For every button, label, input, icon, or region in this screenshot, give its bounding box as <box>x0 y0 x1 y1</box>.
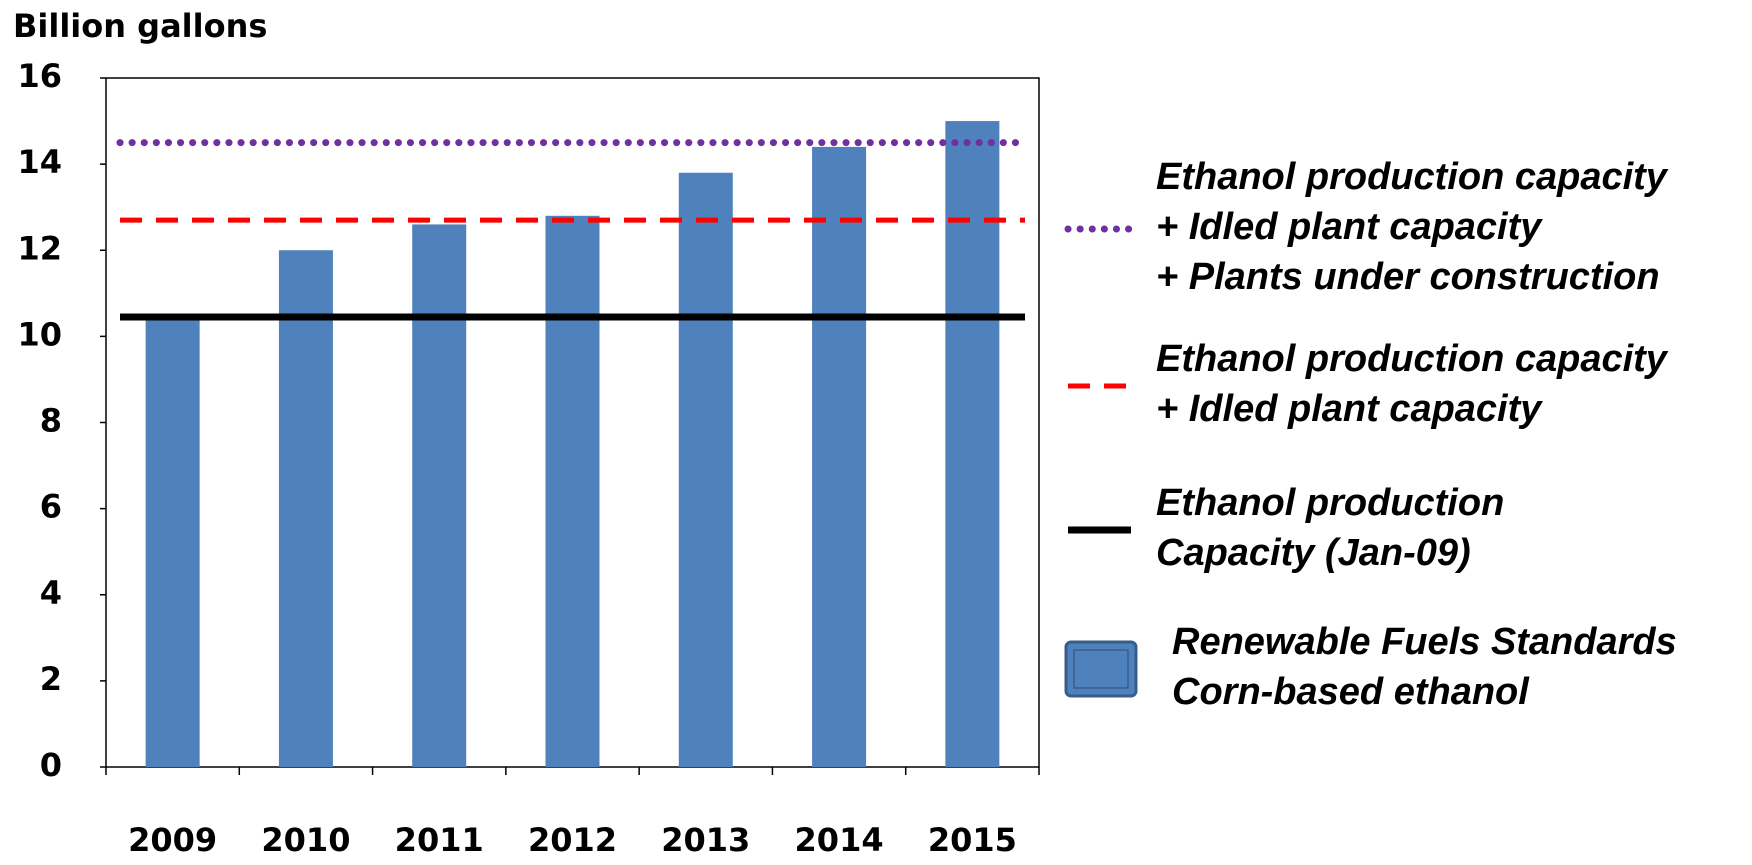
y-tick-label: 8 <box>40 402 62 440</box>
legend-swatch-inner <box>1073 649 1129 689</box>
legend-label: Ethanol production Capacity (Jan-09) <box>1156 482 1504 574</box>
y-tick-label: 4 <box>40 574 62 612</box>
legend-label: Ethanol production capacity + Idled plant… <box>1156 338 1669 430</box>
legend-label: Renewable Fuels Standards Corn-based etha… <box>1172 621 1677 713</box>
y-axis-label: Billion gallons <box>13 7 267 45</box>
legend-label-line: Ethanol production <box>1156 482 1504 524</box>
y-tick-label: 10 <box>17 315 62 353</box>
legend-label-line: Capacity (Jan-09) <box>1156 532 1471 574</box>
x-tick-label: 2015 <box>928 821 1017 859</box>
bar <box>412 224 467 768</box>
y-tick-label: 14 <box>17 143 62 181</box>
x-tick-label: 2010 <box>261 821 350 859</box>
y-tick-label: 6 <box>40 488 62 526</box>
x-tick-label: 2014 <box>795 821 884 859</box>
legend-label-line: Corn-based ethanol <box>1172 671 1530 713</box>
y-tick-label: 0 <box>40 746 62 784</box>
bar <box>678 172 733 768</box>
x-tick-label: 2009 <box>128 821 217 859</box>
bar <box>812 146 867 767</box>
y-tick-label: 2 <box>40 660 62 698</box>
bar <box>145 314 200 767</box>
x-tick-label: 2011 <box>395 821 484 859</box>
legend-label-line: + Idled plant capacity <box>1156 388 1543 430</box>
legend-swatch <box>1064 640 1138 698</box>
y-tick-label: 12 <box>17 229 62 267</box>
legend-label-line: Renewable Fuels Standards <box>1172 621 1677 663</box>
x-tick-label: 2013 <box>661 821 750 859</box>
bar <box>945 121 1000 767</box>
y-tick-label: 16 <box>17 57 62 95</box>
legend-label-line: + Idled plant capacity <box>1156 206 1543 248</box>
legend-label: Ethanol production capacity + Idled plant… <box>1156 156 1669 298</box>
bar <box>278 250 333 767</box>
legend-label-line: Ethanol production capacity <box>1156 338 1669 380</box>
x-tick-label: 2012 <box>528 821 617 859</box>
bar <box>545 215 600 768</box>
legend-label-line: Ethanol production capacity <box>1156 156 1669 198</box>
legend-label-line: + Plants under construction <box>1156 256 1660 298</box>
